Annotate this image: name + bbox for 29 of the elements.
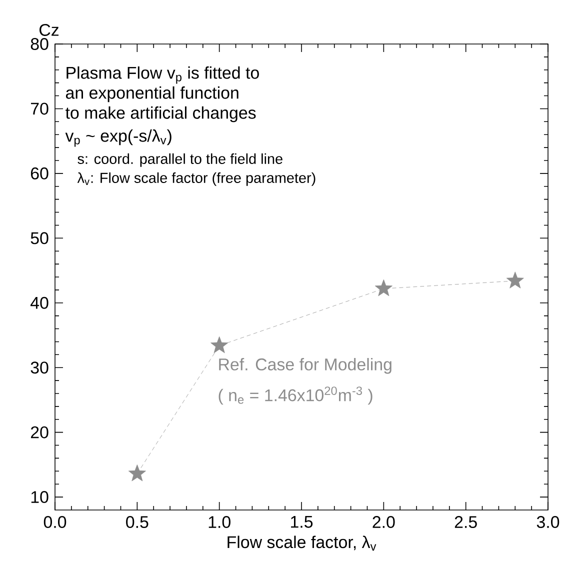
x-tick-label: 1.5 [291,516,313,528]
y-tick-label: 80 [30,38,48,50]
y-tick-label: 50 [30,232,48,244]
x-tick-label: 0.5 [126,516,148,528]
annotation: ( n$_{e}$ = 1.46x10$^{20}$m$^{-3}$ ) [218,386,372,405]
annotation: λ$_{v}$: Flow scale factor (free parameter) [77,172,316,186]
point [506,272,524,288]
annotation: an exponential function [66,86,238,102]
annotation: Plasma Flow v$_{p}$ is fitted to [66,66,259,84]
x-tick-label: 3.0 [536,516,560,528]
point [374,279,392,296]
annotation: s: coord. parallel to the field line [78,153,282,167]
annotation: Ref. Case for Modeling [219,358,392,374]
x-tick-label: 0.0 [44,516,66,528]
y-tick-label: 10 [31,491,48,504]
y-tick-label: 60 [30,167,48,180]
y-tick-label: 20 [30,426,48,438]
y-tick-label: 40 [30,296,48,309]
annotation: to make artificial changes [66,106,256,122]
y-tick-label: 30 [30,362,48,374]
point [128,464,146,482]
x-tick-label: 2.5 [454,516,477,528]
x-axis-title: Flow scale factor, λ$_{v}$ [228,536,376,551]
annotation: v$_{p}$ ~ exp(-s/λ$_{v}$) [65,129,172,147]
point [210,336,228,354]
x-tick-label: 2.0 [372,516,395,528]
y-tick-label: 70 [31,102,48,115]
y-axis-title: Cz [40,24,59,36]
x-tick-label: 1.0 [208,516,230,528]
